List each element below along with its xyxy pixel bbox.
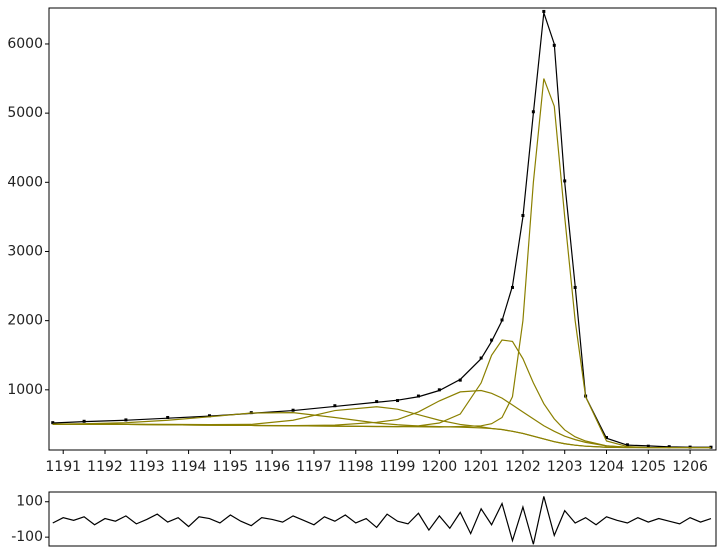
y-tick-label: 1000 xyxy=(7,382,43,398)
plot-frame xyxy=(48,491,717,547)
x-tick-label: 1193 xyxy=(129,459,165,475)
x-tick-label: 1202 xyxy=(505,459,541,475)
y-tick-label: 100 xyxy=(16,494,43,510)
line-series xyxy=(52,406,711,449)
line-series xyxy=(52,78,711,449)
x-tick-label: 1192 xyxy=(87,459,123,475)
data-point xyxy=(709,445,713,449)
x-tick-label: 1195 xyxy=(213,459,249,475)
x-tick-label: 1203 xyxy=(547,459,583,475)
y-tick-label: 3000 xyxy=(7,243,43,259)
x-tick-label: 1206 xyxy=(672,459,708,475)
y-tick-label: 4000 xyxy=(7,174,43,190)
x-tick-label: 1197 xyxy=(296,459,332,475)
plot-frame xyxy=(48,7,717,451)
x-tick-label: 1198 xyxy=(338,459,374,475)
data-point xyxy=(458,378,462,382)
data-point xyxy=(416,394,420,398)
data-point xyxy=(542,9,546,13)
line-series xyxy=(52,339,711,449)
y-tick-label: 5000 xyxy=(7,105,43,121)
y-tick-label: 2000 xyxy=(7,313,43,329)
data-point xyxy=(437,388,441,392)
x-tick-label: 1191 xyxy=(45,459,81,475)
data-point xyxy=(166,415,170,419)
x-tick-label: 1201 xyxy=(463,459,499,475)
x-tick-label: 1199 xyxy=(380,459,416,475)
x-tick-label: 1194 xyxy=(171,459,207,475)
line-series xyxy=(52,12,711,448)
x-tick-label: 1200 xyxy=(422,459,458,475)
y-tick-label: -100 xyxy=(11,529,43,545)
x-tick-label: 1196 xyxy=(254,459,290,475)
y-tick-label: 6000 xyxy=(7,36,43,52)
data-point xyxy=(490,338,494,342)
x-tick-label: 1205 xyxy=(630,459,666,475)
data-point xyxy=(375,400,379,404)
data-point xyxy=(333,404,337,408)
x-tick-label: 1204 xyxy=(589,459,625,475)
line-series xyxy=(52,496,712,545)
